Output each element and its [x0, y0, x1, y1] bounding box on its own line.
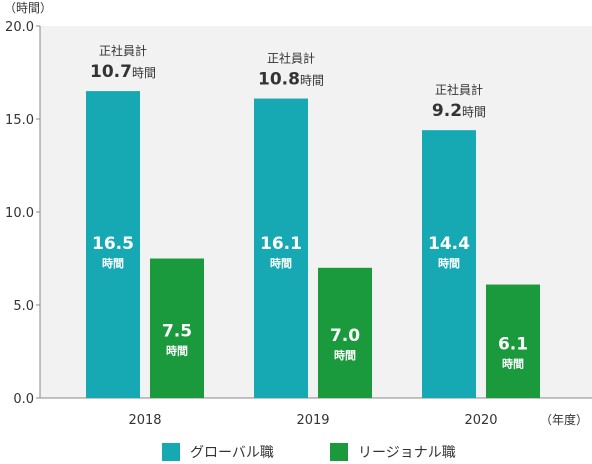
bar-unit-label: 時間: [438, 256, 460, 270]
y-tick-label: 10.0: [5, 206, 34, 221]
legend-swatch-global: [162, 443, 180, 461]
bar-unit-label: 時間: [102, 256, 124, 270]
legend-swatch-regional: [330, 443, 348, 461]
total-unit: 時間: [462, 105, 486, 119]
bar-value-label: 7.0: [330, 326, 360, 346]
total-caption: 正社員計: [435, 82, 483, 97]
x-tick-label: 2018: [128, 413, 161, 428]
bar-value-label: 6.1: [498, 334, 528, 354]
y-tick-label: 15.0: [5, 113, 34, 128]
bar-global: [86, 91, 140, 398]
legend-item-regional: リージョナル職: [330, 442, 456, 462]
total-value: 10.7: [90, 62, 132, 82]
bar-unit-label: 時間: [502, 356, 524, 370]
total-unit: 時間: [132, 66, 156, 80]
bar-unit-label: 時間: [270, 256, 292, 270]
total-unit: 時間: [300, 74, 324, 88]
bar-value-label: 7.5: [162, 321, 192, 341]
total-caption: 正社員計: [99, 43, 147, 58]
bar-chart: （時間） 0.0 5.0 10.0 15.0 20.0 16.5 時間 7.5 時間 2018 正社員…: [4, 1, 592, 428]
total-caption: 正社員計: [267, 51, 315, 66]
y-tick-label: 0.0: [13, 392, 34, 407]
bar-value-label: 14.4: [428, 234, 470, 254]
total-value: 9.2: [432, 101, 462, 121]
bar-unit-label: 時間: [166, 343, 188, 357]
x-tick-label: 2019: [296, 413, 329, 428]
bar-regional: [486, 284, 540, 398]
bar-value-label: 16.5: [92, 234, 134, 254]
y-tick-label: 5.0: [13, 299, 34, 314]
y-axis-unit-label: （時間）: [4, 1, 52, 15]
x-axis-unit-label: （年度）: [540, 412, 588, 427]
total-value: 10.8: [258, 70, 300, 90]
bar-unit-label: 時間: [334, 348, 356, 362]
bar-global: [422, 130, 476, 398]
bar-regional: [150, 258, 204, 398]
bar-global: [254, 98, 308, 398]
bar-regional: [318, 267, 372, 398]
total-value-label: 10.8時間: [258, 70, 324, 90]
bar-value-label: 16.1: [260, 234, 302, 254]
legend-item-global: グローバル職: [162, 442, 274, 462]
legend-label-regional: リージョナル職: [358, 445, 456, 461]
legend-label-global: グローバル職: [190, 445, 274, 461]
total-value-label: 10.7時間: [90, 62, 156, 82]
x-tick-label: 2020: [464, 413, 497, 428]
legend: グローバル職 リージョナル職: [0, 442, 592, 462]
total-value-label: 9.2時間: [432, 101, 486, 121]
y-tick-label: 20.0: [5, 20, 34, 35]
